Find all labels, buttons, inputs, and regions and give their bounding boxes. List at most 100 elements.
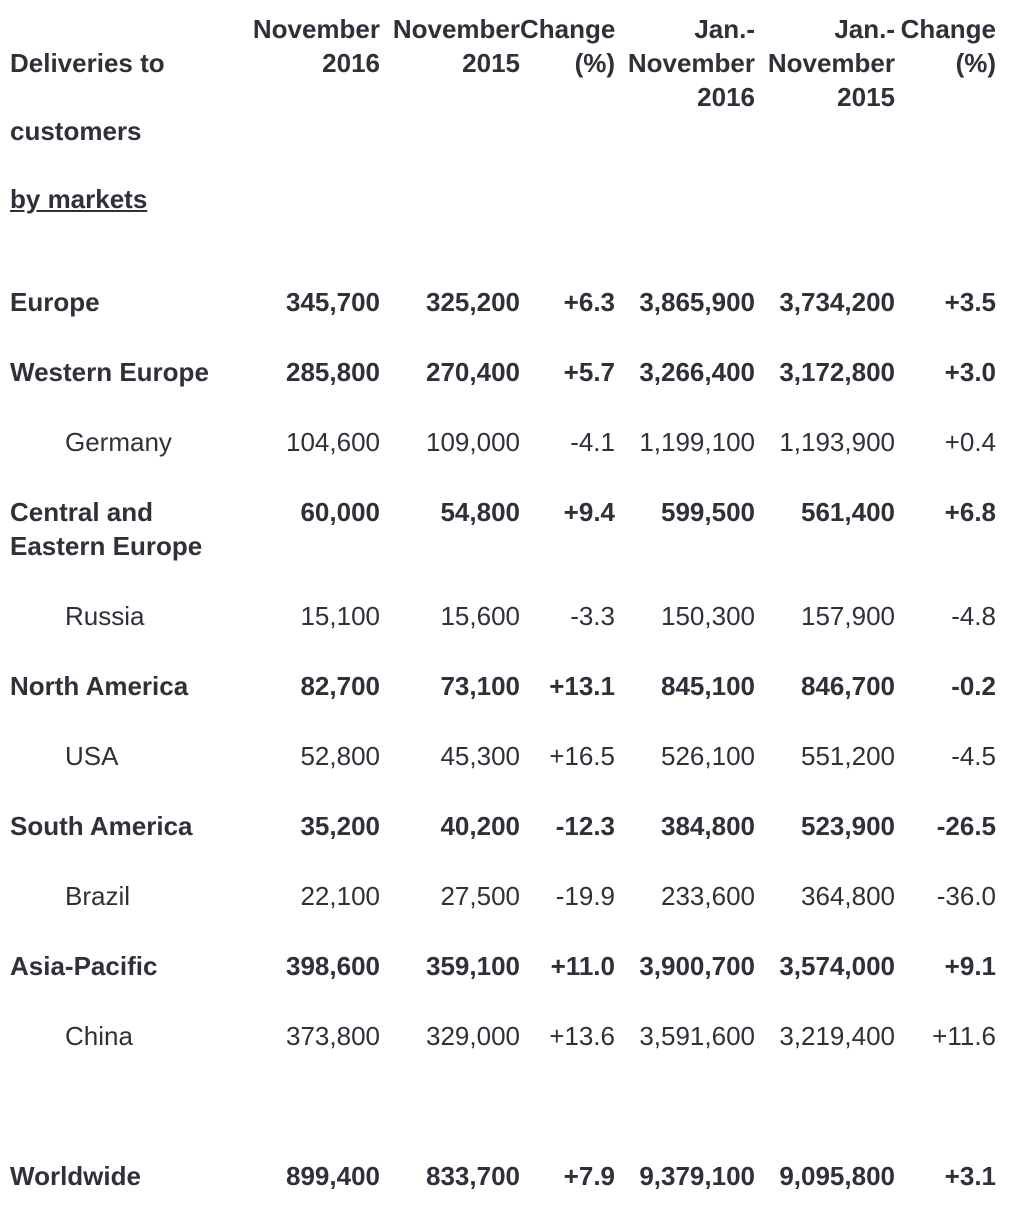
value-cell: 3,219,400 [779,1021,895,1051]
title-line-1: Deliveries to [10,48,165,78]
value-cell: 104,600 [286,427,380,457]
market-label: Worldwide [10,1161,141,1191]
value-cell: +16.5 [549,741,615,771]
market-label: Europe [10,287,100,317]
value-cell: 833,700 [426,1161,520,1191]
value-cell: -4.5 [951,741,996,771]
value-cell: 3,865,900 [639,287,755,317]
value-cell: 845,100 [661,671,755,701]
value-cell: 82,700 [300,671,380,701]
value-cell: 561,400 [801,497,895,527]
market-label: Brazil [65,881,131,911]
value-cell: +9.4 [563,497,615,527]
value-cell: 15,100 [300,601,380,631]
value-cell: 27,500 [440,881,520,911]
table-row: USA 52,800 45,300 +16.5 526,100 551,200 -4.5 [10,739,996,809]
value-cell: +11.0 [550,951,615,981]
col-header-jan-november-2015: Jan.- November 2015 [767,14,895,112]
value-cell [615,1089,755,1159]
table-row: Asia-Pacific 398,600 359,100 +11.0 3,900,700… [10,949,996,1019]
table-row: Central and Eastern Europe 60,000 54,800 +9… [10,495,996,599]
value-cell: 1,199,100 [639,427,755,457]
value-cell: 1,193,900 [779,427,895,457]
value-cell: 523,900 [801,811,895,841]
value-cell: -3.3 [570,601,615,631]
value-cell [895,1089,996,1159]
market-label: North America [10,671,189,701]
col-header-jan-november-2016: Jan.- November 2016 [627,14,755,112]
value-cell: 157,900 [801,601,895,631]
table-row: South America 35,200 40,200 -12.3 384,800 523… [10,809,996,879]
value-cell: 3,591,600 [639,1021,755,1051]
col-header-november-2016: November 2016 [252,14,380,78]
market-label: Asia-Pacific [10,951,158,981]
col-header-change-ytd: Change (%) [900,14,996,78]
value-cell: +5.7 [563,357,615,387]
value-cell: -19.9 [555,881,615,911]
value-cell: 325,200 [426,287,520,317]
market-label: Western Europe [10,357,209,387]
value-cell: 40,200 [440,811,520,841]
value-cell: +7.9 [563,1161,615,1191]
market-label: Russia [65,601,145,631]
table-row: Russia 15,100 15,600 -3.3 150,300 157,900 -4.8 [10,599,996,669]
value-cell: 60,000 [300,497,380,527]
market-label: China [65,1021,133,1051]
value-cell: 384,800 [661,811,755,841]
value-cell: +11.6 [932,1021,996,1051]
table-row: Europe 345,700 325,200 +6.3 3,865,900 3,734,2… [10,285,996,355]
value-cell: 3,900,700 [639,951,755,981]
value-cell: 526,100 [661,741,755,771]
value-cell: 45,300 [440,741,520,771]
value-cell: 22,100 [300,881,380,911]
value-cell: 9,379,100 [639,1161,755,1191]
market-label: Germany [65,427,172,457]
value-cell: 35,200 [300,811,380,841]
market-label: South America [10,811,193,841]
value-cell: 52,800 [300,741,380,771]
col-header-november-2015: November 2015 [392,14,520,78]
value-cell: 285,800 [286,357,380,387]
value-cell: 73,100 [440,671,520,701]
header-row: Deliveries to customers by markets Novem… [10,12,996,285]
value-cell: +13.1 [549,671,615,701]
value-cell: 270,400 [426,357,520,387]
value-cell: -0.2 [951,671,996,701]
value-cell: 329,000 [426,1021,520,1051]
table-row: Western Europe 285,800 270,400 +5.7 3,266,40… [10,355,996,425]
spacer-row [10,1089,996,1159]
value-cell: -36.0 [936,881,996,911]
value-cell: -4.1 [570,427,615,457]
value-cell: 9,095,800 [779,1161,895,1191]
table-row: North America 82,700 73,100 +13.1 845,100 846… [10,669,996,739]
value-cell: 345,700 [286,287,380,317]
col-header-change-month: Change (%) [520,14,616,78]
value-cell [240,1089,380,1159]
value-cell: 3,172,800 [779,357,895,387]
value-cell: 233,600 [661,881,755,911]
value-cell: +9.1 [944,951,996,981]
value-cell: 364,800 [801,881,895,911]
value-cell: -4.8 [951,601,996,631]
title-line-2: customers [10,116,142,146]
value-cell: 3,734,200 [779,287,895,317]
value-cell: +6.8 [944,497,996,527]
table-row: China 373,800 329,000 +13.6 3,591,600 3,219,4… [10,1019,996,1089]
value-cell: +3.0 [944,357,996,387]
value-cell: 3,574,000 [779,951,895,981]
market-label: USA [65,741,119,771]
value-cell: -26.5 [936,811,996,841]
table-row: Worldwide 899,400 833,700 +7.9 9,379,100 9,09… [10,1159,996,1229]
value-cell: 551,200 [801,741,895,771]
value-cell: +6.3 [563,287,615,317]
value-cell: 150,300 [661,601,755,631]
value-cell: 359,100 [426,951,520,981]
value-cell: 15,600 [440,601,520,631]
market-label: Central and Eastern Europe [10,497,203,561]
value-cell: 599,500 [661,497,755,527]
market-label [10,1089,240,1159]
value-cell: 373,800 [286,1021,380,1051]
table-row: Brazil 22,100 27,500 -19.9 233,600 364,800 -36… [10,879,996,949]
value-cell: 899,400 [286,1161,380,1191]
